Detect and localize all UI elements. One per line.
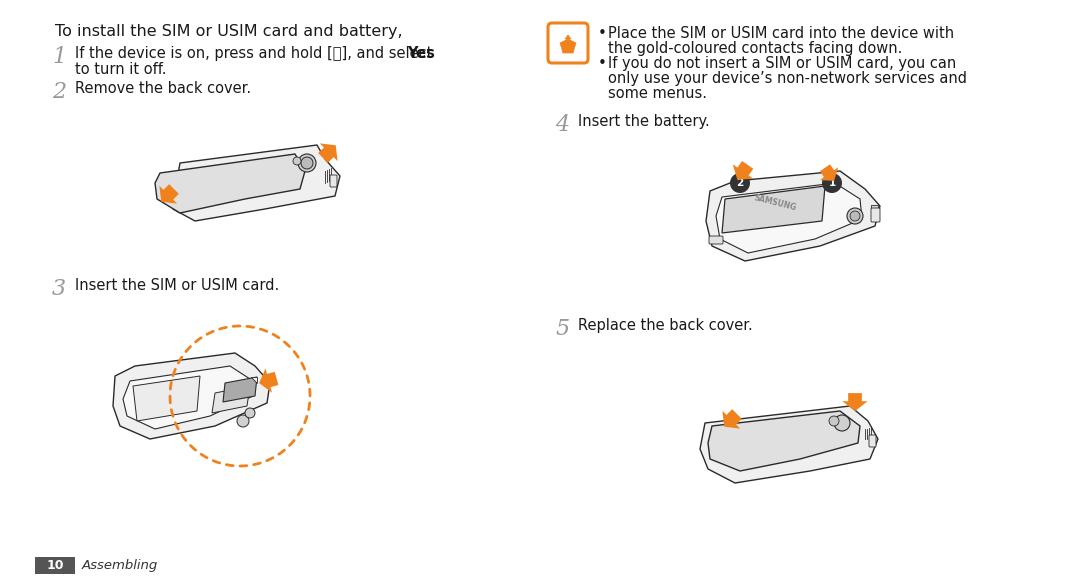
Polygon shape xyxy=(820,164,838,181)
Text: Insert the SIM or USIM card.: Insert the SIM or USIM card. xyxy=(75,278,280,293)
Polygon shape xyxy=(561,39,576,53)
Circle shape xyxy=(245,408,255,418)
Polygon shape xyxy=(565,35,571,39)
Polygon shape xyxy=(723,186,825,233)
Circle shape xyxy=(847,208,863,224)
Text: Yes: Yes xyxy=(407,46,435,61)
FancyBboxPatch shape xyxy=(35,557,75,574)
Text: 1: 1 xyxy=(52,46,66,68)
FancyBboxPatch shape xyxy=(870,208,880,222)
Circle shape xyxy=(237,415,249,427)
Polygon shape xyxy=(123,366,253,429)
Text: Remove the back cover.: Remove the back cover. xyxy=(75,81,252,96)
Text: •: • xyxy=(598,26,607,41)
Text: 5: 5 xyxy=(555,318,569,340)
Circle shape xyxy=(822,173,842,193)
Polygon shape xyxy=(251,377,257,383)
Text: 2: 2 xyxy=(52,81,66,103)
Polygon shape xyxy=(700,406,878,483)
Text: 10: 10 xyxy=(46,559,64,572)
Text: SAMSUNG: SAMSUNG xyxy=(753,193,797,213)
Circle shape xyxy=(730,173,750,193)
Polygon shape xyxy=(156,154,305,213)
Polygon shape xyxy=(708,411,860,471)
Polygon shape xyxy=(706,171,880,261)
Polygon shape xyxy=(222,377,257,402)
FancyBboxPatch shape xyxy=(330,175,337,187)
FancyBboxPatch shape xyxy=(872,206,878,210)
FancyBboxPatch shape xyxy=(869,435,876,447)
Text: the gold-coloured contacts facing down.: the gold-coloured contacts facing down. xyxy=(608,41,903,56)
Text: only use your device’s non-network services and: only use your device’s non-network servi… xyxy=(608,71,967,86)
FancyBboxPatch shape xyxy=(872,206,878,210)
Polygon shape xyxy=(732,161,754,180)
Text: If you do not insert a SIM or USIM card, you can: If you do not insert a SIM or USIM card,… xyxy=(608,56,956,71)
Circle shape xyxy=(834,415,850,431)
Polygon shape xyxy=(716,183,862,253)
Polygon shape xyxy=(723,409,742,428)
Text: to turn it off.: to turn it off. xyxy=(75,62,166,77)
Text: To install the SIM or USIM card and battery,: To install the SIM or USIM card and batt… xyxy=(55,24,403,39)
Polygon shape xyxy=(842,393,867,411)
Text: 3: 3 xyxy=(52,278,66,300)
Text: Place the SIM or USIM card into the device with: Place the SIM or USIM card into the devi… xyxy=(608,26,954,41)
Text: 4: 4 xyxy=(555,114,569,136)
Circle shape xyxy=(829,416,839,426)
Text: •: • xyxy=(598,56,607,71)
Text: If the device is on, press and hold [ⓘ], and select: If the device is on, press and hold [ⓘ],… xyxy=(75,46,437,61)
Polygon shape xyxy=(319,144,338,163)
Polygon shape xyxy=(133,376,200,421)
Text: some menus.: some menus. xyxy=(608,86,707,101)
Circle shape xyxy=(850,211,860,221)
Polygon shape xyxy=(113,353,270,439)
Polygon shape xyxy=(259,369,279,393)
Text: 1: 1 xyxy=(828,178,836,188)
Text: Insert the battery.: Insert the battery. xyxy=(578,114,710,129)
Circle shape xyxy=(301,157,313,169)
Text: Assembling: Assembling xyxy=(82,559,159,572)
Text: 2: 2 xyxy=(737,178,744,188)
FancyBboxPatch shape xyxy=(548,23,588,63)
Text: Replace the back cover.: Replace the back cover. xyxy=(578,318,753,333)
FancyBboxPatch shape xyxy=(708,236,723,244)
Polygon shape xyxy=(173,145,340,221)
Circle shape xyxy=(298,154,316,172)
Circle shape xyxy=(293,157,301,165)
Polygon shape xyxy=(212,386,249,413)
Polygon shape xyxy=(160,184,179,204)
FancyBboxPatch shape xyxy=(872,206,878,210)
